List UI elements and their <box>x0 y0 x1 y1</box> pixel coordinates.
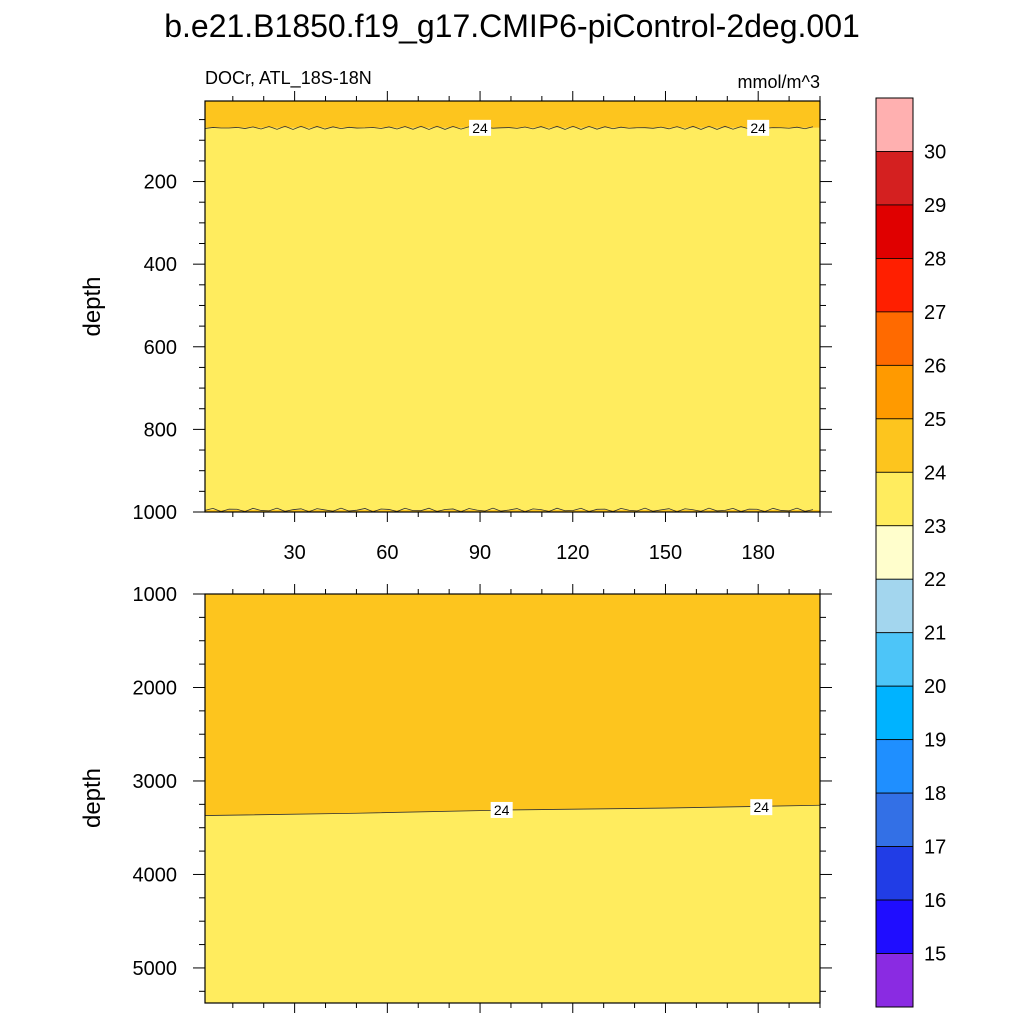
colorbar-label: 29 <box>924 195 946 217</box>
top-y-tick-label: 200 <box>144 172 177 194</box>
bottom-plot-frame <box>204 593 821 1004</box>
colorbar-label: 16 <box>924 890 946 912</box>
top-plot-frame <box>204 100 821 513</box>
colorbar-swatch <box>875 953 914 1008</box>
top-units-label: mmol/m^3 <box>738 72 820 92</box>
top-contour-label-bg <box>469 119 492 136</box>
bottom-contour-label-bg <box>490 801 513 818</box>
bottom-y-tick-label: 3000 <box>133 771 178 793</box>
top-bottom-contour-line <box>204 507 814 513</box>
top-band-24-25 <box>205 509 820 512</box>
colorbar-swatch <box>875 525 914 580</box>
top-x-tick-label: 90 <box>469 542 491 564</box>
colorbar-swatch <box>875 578 914 634</box>
top-y-tick-label: 1000 <box>133 502 178 524</box>
top-contour-fill: 24 24 <box>204 101 820 513</box>
colorbar-swatch <box>875 151 914 206</box>
top-x-tick-label: 120 <box>556 542 589 564</box>
bottom-y-tick-label: 2000 <box>133 677 178 699</box>
bottom-contour-fill: 24 24 <box>204 594 821 1003</box>
top-contour-label: 24 <box>750 120 766 136</box>
bottom-tick-marks <box>193 584 832 1013</box>
bottom-y-tick-label: 4000 <box>133 864 178 886</box>
top-contour-line <box>204 125 814 130</box>
top-contour-label-bg <box>747 119 770 136</box>
colorbar-swatch <box>875 632 914 687</box>
top-band-23-24 <box>205 127 820 510</box>
bottom-band-24-25 <box>205 594 820 816</box>
colorbar-label: 26 <box>924 355 946 377</box>
colorbar-label: 21 <box>924 623 946 645</box>
colorbar-swatch <box>875 471 914 527</box>
colorbar-swatch <box>875 899 914 954</box>
top-tick-labels: 30 60 90 120 150 180 200 400 600 800 1000 <box>133 172 775 564</box>
figure-title: b.e21.B1850.f19_g17.CMIP6-piControl-2deg… <box>164 8 860 44</box>
top-x-tick-label: 180 <box>742 542 775 564</box>
top-variable-label: DOCr, ATL_18S-18N <box>205 68 372 89</box>
bottom-panel: 24 24 1000 2000 3000 4000 5000 depth <box>79 584 832 1013</box>
colorbar-swatch <box>875 846 914 901</box>
colorbar-label: 23 <box>924 516 946 538</box>
colorbar-swatch <box>875 258 914 313</box>
bottom-tick-labels: 1000 2000 3000 4000 5000 <box>133 584 178 980</box>
top-panel: 24 24 30 60 90 120 150 180 200 400 600 800 1000 DOC… <box>79 68 832 564</box>
bottom-y-axis-label: depth <box>79 768 106 828</box>
colorbar-swatch <box>875 311 914 366</box>
colorbar-label: 22 <box>924 569 946 591</box>
top-y-axis-label: depth <box>79 276 106 336</box>
top-tick-marks <box>193 91 832 522</box>
top-x-tick-label: 30 <box>283 542 305 564</box>
colorbar-frame <box>875 97 914 1008</box>
top-contour-label: 24 <box>472 120 488 136</box>
bottom-contour-label: 24 <box>753 799 769 815</box>
colorbar-label: 25 <box>924 409 946 431</box>
colorbar-label: 27 <box>924 302 946 324</box>
colorbar: 30 29 28 27 26 25 24 23 22 21 20 19 18 17 16 15 <box>875 97 946 1008</box>
bottom-contour-label: 24 <box>494 802 510 818</box>
colorbar-swatch <box>875 204 914 259</box>
colorbar-swatch <box>875 739 914 794</box>
colorbar-label: 19 <box>924 730 946 752</box>
colorbar-label: 17 <box>924 837 946 859</box>
bottom-y-tick-label: 5000 <box>133 958 178 980</box>
colorbar-swatch <box>875 685 914 741</box>
colorbar-label: 24 <box>924 462 946 484</box>
top-band-24-25 <box>205 101 820 128</box>
top-x-tick-label: 150 <box>649 542 682 564</box>
colorbar-label: 15 <box>924 944 946 966</box>
top-x-tick-label: 60 <box>376 542 398 564</box>
colorbar-label: 30 <box>924 141 946 163</box>
colorbar-swatch <box>875 792 914 847</box>
bottom-contour-label-bg <box>750 799 773 816</box>
top-y-tick-label: 400 <box>144 254 177 276</box>
colorbar-label: 20 <box>924 676 946 698</box>
colorbar-swatch <box>875 97 914 152</box>
top-y-tick-label: 800 <box>144 419 177 441</box>
colorbar-swatch <box>875 364 914 420</box>
colorbar-swatch <box>875 418 914 473</box>
top-y-tick-label: 600 <box>144 337 177 359</box>
colorbar-label: 18 <box>924 783 946 805</box>
bottom-y-tick-label: 1000 <box>133 584 178 606</box>
colorbar-label: 28 <box>924 248 946 270</box>
